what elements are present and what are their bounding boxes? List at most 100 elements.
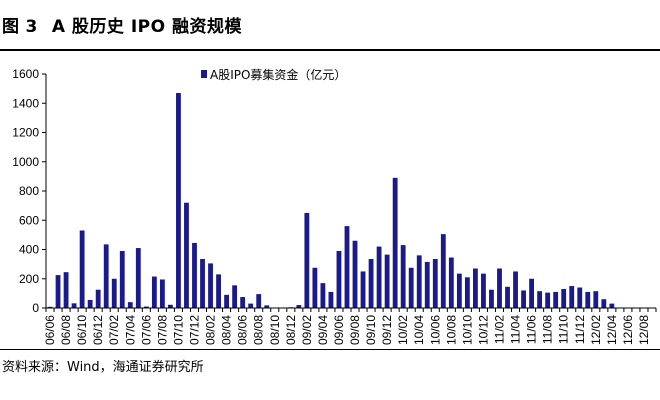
bar-11-02	[497, 268, 502, 308]
x-tick-label: 07/08	[155, 315, 169, 345]
x-tick-label: 08/08	[252, 315, 266, 345]
bar-08-01	[200, 259, 205, 308]
x-tick-label: 10/08	[444, 315, 458, 345]
bar-06-09	[71, 303, 77, 308]
bar-11-03	[505, 286, 510, 308]
bar-11-04	[513, 271, 518, 308]
x-tick-label: 07/04	[123, 315, 137, 345]
y-tick-label: 200	[19, 272, 39, 286]
bar-08-08	[256, 294, 262, 308]
bar-07-09	[168, 304, 173, 308]
bar-08-07	[248, 303, 254, 308]
bar-07-05	[135, 248, 141, 308]
x-tick-label: 06/08	[59, 315, 73, 345]
bar-12-04	[609, 303, 615, 308]
x-tick-label: 06/12	[91, 315, 105, 345]
y-tick-label: 800	[19, 184, 39, 198]
bar-07-01	[103, 244, 109, 308]
bar-09-10	[368, 259, 374, 308]
x-tick-label: 08/10	[268, 315, 282, 345]
bar-09-01	[296, 305, 302, 308]
x-tick-label: 11/10	[557, 315, 571, 344]
bar-12-02	[593, 291, 599, 308]
x-tick-label: 08/04	[220, 315, 234, 345]
y-tick-label: 600	[19, 213, 39, 227]
bar-09-03	[312, 267, 318, 308]
bar-09-09	[360, 271, 366, 308]
bar-11-07	[537, 291, 543, 308]
bar-09-12	[384, 254, 390, 308]
figure-number: 3	[25, 17, 38, 37]
y-tick-label: 400	[19, 243, 39, 257]
x-tick-label: 11/08	[541, 315, 555, 344]
figure-title-text: A 股历史 IPO 融资规模	[51, 17, 242, 37]
y-tick-label: 1200	[12, 126, 39, 140]
bar-09-07	[344, 226, 350, 308]
x-tick-label: 10/10	[460, 315, 474, 345]
bar-09-02	[304, 212, 310, 308]
x-tick-label: 06/10	[75, 315, 89, 345]
bar-series	[47, 93, 615, 308]
bar-09-11	[376, 246, 382, 308]
x-tick-label: 07/02	[107, 315, 121, 345]
source-rule	[0, 349, 660, 350]
bar-10-01	[392, 177, 398, 308]
bar-06-12	[95, 289, 101, 308]
x-tick-label: 09/10	[364, 315, 378, 345]
bar-06-08	[63, 272, 69, 308]
x-tick-label: 12/02	[589, 315, 603, 345]
x-tick-label: 09/06	[332, 315, 346, 345]
x-tick-label: 11/02	[492, 315, 506, 344]
bar-11-05	[521, 290, 526, 308]
y-tick-label: 1600	[12, 67, 39, 81]
x-tick-label: 11/12	[573, 315, 587, 344]
x-tick-label: 08/02	[204, 315, 218, 345]
x-tick-label: 12/06	[621, 315, 635, 345]
legend-label: A股IPO募集资金（亿元）	[210, 67, 346, 82]
bar-07-07	[151, 276, 157, 308]
x-tick-label: 11/06	[525, 315, 539, 344]
figure-label: 图	[2, 17, 20, 37]
bar-07-06	[143, 306, 149, 308]
bar-07-08	[159, 279, 165, 308]
bar-10-02	[400, 245, 406, 308]
bar-09-06	[336, 250, 342, 308]
bar-12-03	[601, 299, 607, 308]
x-tick-label: 08/06	[236, 315, 250, 345]
x-tick-label: 09/08	[348, 315, 362, 345]
title-rule	[0, 49, 660, 51]
bar-09-08	[352, 240, 358, 308]
bar-10-09	[456, 273, 462, 308]
bar-12-01	[585, 291, 591, 308]
x-tick-label: 07/06	[139, 315, 153, 345]
x-tick-label: 12/08	[637, 315, 651, 345]
bar-11-10	[561, 288, 567, 308]
bar-10-07	[440, 234, 446, 308]
x-tick-label: 11/04	[509, 315, 523, 344]
bar-11-11	[569, 286, 575, 308]
y-tick-label: 0	[32, 301, 39, 315]
bar-08-02	[208, 263, 213, 308]
x-tick-label: 08/12	[284, 315, 298, 345]
bar-07-02	[111, 278, 117, 308]
bar-10-08	[448, 257, 454, 308]
y-tick-label: 1000	[12, 155, 39, 169]
bar-06-07	[55, 275, 61, 308]
x-tick-label: 09/04	[316, 315, 330, 345]
bar-10-05	[424, 261, 430, 308]
bar-08-06	[240, 297, 246, 308]
bar-10-04	[416, 255, 422, 308]
bar-11-01	[489, 289, 494, 308]
bar-08-09	[264, 305, 270, 308]
y-axis-ticks: 0 200 400 600 800 1000 1200 1400 1600	[12, 67, 46, 315]
x-tick-label: 10/04	[412, 315, 426, 345]
y-tick-label: 1400	[12, 96, 39, 110]
bar-11-06	[529, 278, 534, 308]
bar-10-12	[481, 273, 486, 308]
legend-swatch	[201, 70, 207, 78]
bar-10-10	[464, 277, 470, 308]
bar-09-04	[320, 283, 326, 308]
bar-07-11	[184, 202, 189, 308]
